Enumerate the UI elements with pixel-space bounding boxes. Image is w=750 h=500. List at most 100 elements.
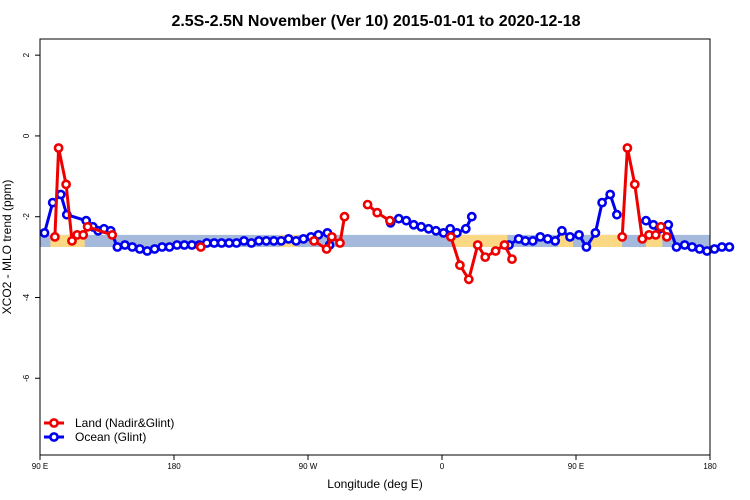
data-point: [694, 244, 705, 254]
data-point: [463, 274, 474, 285]
data-point: [67, 235, 77, 246]
legend-label: Ocean (Glint): [75, 430, 146, 444]
data-point: [650, 229, 661, 240]
data-point: [384, 215, 395, 226]
data-point: [326, 231, 337, 242]
data-point: [313, 229, 324, 240]
data-point: [542, 233, 553, 244]
data-point: [82, 221, 93, 232]
data-point: [527, 235, 538, 246]
data-point: [195, 242, 206, 252]
series-land: [50, 143, 672, 285]
data-point: [431, 225, 441, 236]
data-point: [179, 240, 190, 250]
legend-marker: [49, 418, 59, 428]
data-point: [724, 242, 735, 252]
data-point: [61, 179, 71, 190]
x-tick-label: 90 W: [299, 462, 318, 471]
data-point: [661, 231, 672, 242]
data-point: [605, 189, 616, 200]
data-point: [216, 238, 227, 248]
data-point: [107, 229, 118, 240]
data-point: [709, 244, 720, 254]
y-tick-label: -2: [22, 213, 31, 221]
x-tick-label: 180: [703, 462, 717, 471]
data-point: [416, 221, 427, 232]
data-point: [438, 227, 449, 238]
data-point: [612, 209, 622, 220]
data-point: [39, 227, 50, 238]
data-point: [112, 242, 123, 252]
data-point: [480, 252, 491, 262]
data-point: [671, 242, 682, 252]
y-tick-label: -4: [22, 293, 31, 301]
data-point: [454, 260, 465, 271]
x-tick-label: 90 E: [32, 462, 48, 471]
data-point: [629, 179, 640, 190]
data-point: [142, 246, 153, 256]
data-point: [393, 213, 404, 224]
data-point: [261, 235, 272, 246]
data-point: [298, 233, 309, 244]
data-point: [401, 215, 412, 226]
land-band-segment: [458, 234, 508, 247]
data-point: [679, 240, 690, 250]
data-point: [283, 233, 294, 244]
y-axis: 2 0 -2 -4 -6: [22, 52, 40, 382]
data-point: [550, 235, 561, 246]
data-point: [55, 189, 66, 200]
data-point: [445, 231, 456, 242]
data-point: [246, 238, 257, 248]
y-axis-label: XCO2 - MLO trend (ppm): [0, 180, 14, 315]
chart-title: 2.5S-2.5N November (Ver 10) 2015-01-01 t…: [171, 13, 580, 30]
data-point: [78, 229, 89, 240]
data-point: [507, 254, 517, 264]
data-point: [622, 143, 633, 153]
data-point: [466, 211, 477, 222]
legend: Land (Nadir&Glint)Ocean (Glint): [44, 416, 174, 444]
legend-item: Ocean (Glint): [44, 430, 146, 444]
data-point: [460, 223, 471, 234]
data-point: [134, 244, 145, 254]
data-point: [565, 231, 575, 242]
data-point: [656, 221, 666, 232]
data-point: [535, 231, 546, 242]
y-tick-label: -6: [22, 374, 31, 382]
data-point: [499, 240, 510, 250]
data-point: [423, 223, 434, 234]
y-tick-label: 0: [22, 133, 31, 138]
data-point: [408, 219, 419, 230]
data-point: [309, 235, 319, 246]
data-point: [472, 240, 483, 250]
x-tick-label: 0: [440, 462, 445, 471]
data-point: [362, 199, 373, 210]
data-point: [641, 215, 651, 226]
data-point: [120, 240, 130, 250]
data-point: [276, 235, 287, 246]
data-point: [291, 235, 301, 246]
data-point: [617, 231, 628, 242]
data-point: [50, 231, 60, 242]
data-point: [590, 227, 601, 238]
data-point: [717, 242, 727, 252]
legend-label: Land (Nadir&Glint): [75, 416, 174, 430]
plot-frame: [39, 38, 711, 456]
x-tick-label: 90 E: [568, 462, 584, 471]
data-point: [321, 244, 332, 254]
x-axis: 90 E 180 90 W 0 90 E 180: [32, 455, 717, 471]
legend-marker: [49, 432, 59, 442]
data-point: [557, 225, 567, 236]
land-band-segment: [590, 234, 623, 247]
data-point: [581, 242, 592, 252]
data-point: [574, 229, 584, 240]
data-point: [339, 211, 350, 222]
series-layer: [39, 143, 735, 285]
legend-item: Land (Nadir&Glint): [44, 416, 174, 430]
data-point: [372, 207, 383, 218]
x-axis-label: Longitude (deg E): [327, 477, 422, 491]
data-point: [53, 143, 64, 153]
data-point: [231, 238, 242, 248]
data-point: [663, 219, 674, 230]
data-point: [490, 246, 501, 256]
